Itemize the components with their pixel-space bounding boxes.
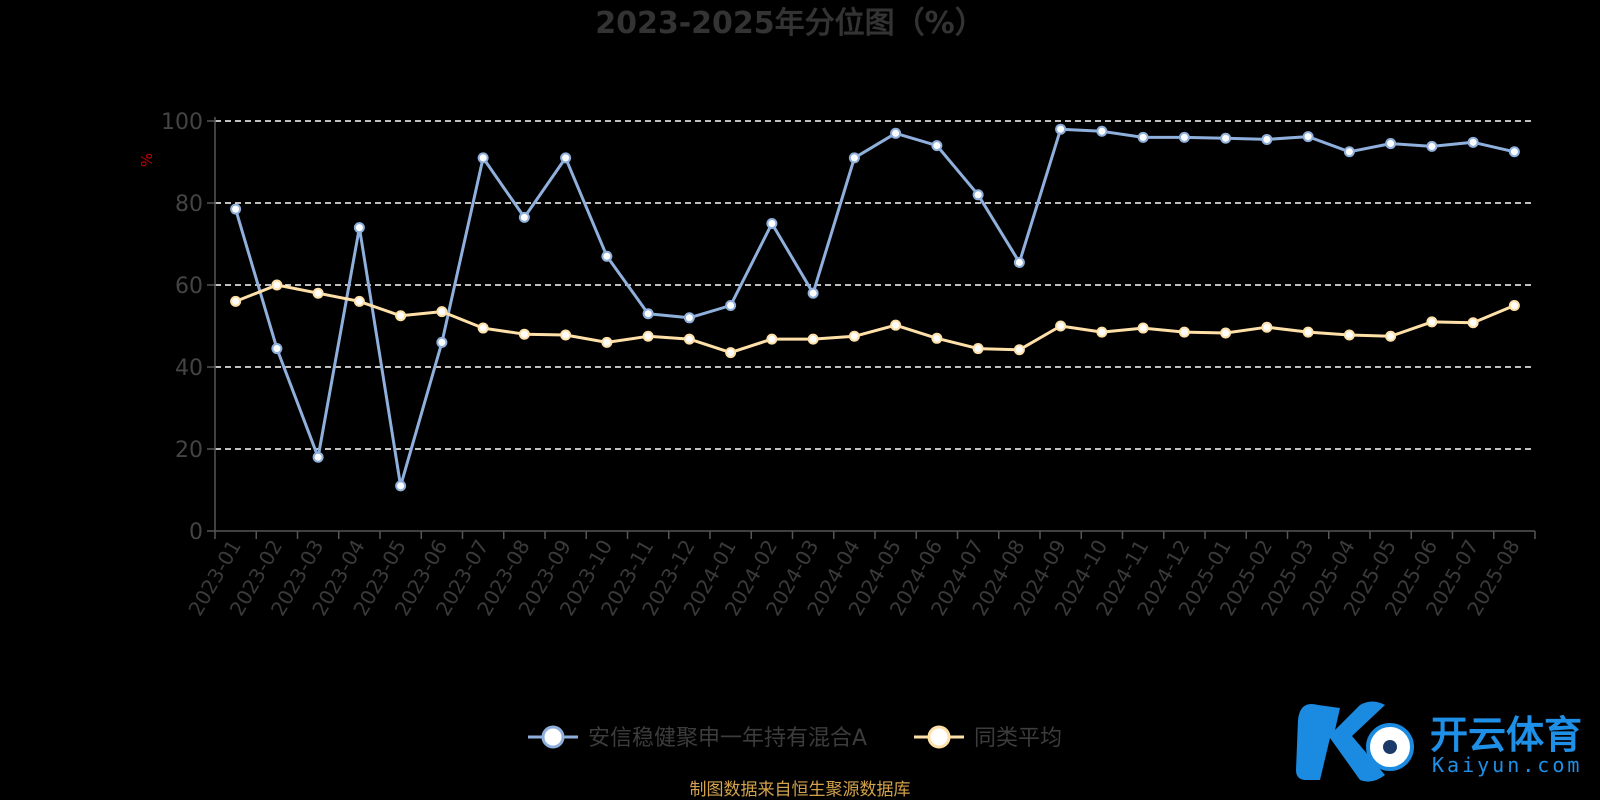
data-point[interactable] [395,480,407,492]
data-point[interactable] [1385,330,1397,342]
legend-label-fund: 安信稳健聚申一年持有混合A [588,726,867,751]
data-point[interactable] [807,333,819,345]
data-point[interactable] [518,328,530,340]
data-point[interactable] [848,152,860,164]
data-point[interactable] [436,336,448,348]
data-point[interactable] [972,343,984,355]
data-point[interactable] [1137,322,1149,334]
data-point[interactable] [518,211,530,223]
legend[interactable]: 安信稳健聚申一年持有混合A 同类平均 [528,725,1062,751]
data-point[interactable] [353,222,365,234]
series-line [235,283,1515,355]
data-point[interactable] [312,287,324,299]
data-point[interactable] [560,329,572,341]
data-point[interactable] [230,203,242,215]
data-point[interactable] [848,330,860,342]
data-point[interactable] [1178,131,1190,143]
x-ticks: 2023-012023-022023-032023-042023-052023-… [183,531,1536,620]
data-point[interactable] [1096,125,1108,137]
data-point[interactable] [683,312,695,324]
legend-item-average[interactable]: 同类平均 [914,725,1062,751]
axes [214,117,1535,532]
legend-marker [541,725,565,749]
data-point[interactable] [1096,326,1108,338]
legend-label-average: 同类平均 [974,726,1062,751]
y-tick-label: 80 [175,192,203,217]
data-point[interactable] [601,250,613,262]
y-axis-label: % [138,153,156,167]
data-point[interactable] [1302,131,1314,143]
data-point[interactable] [642,330,654,342]
data-point[interactable] [1467,136,1479,148]
data-point[interactable] [1508,300,1520,311]
chart-title: 2023-2025年分位图（%） [595,6,985,41]
y-tick-label: 0 [189,520,203,545]
data-point[interactable] [1426,316,1438,328]
data-point[interactable] [312,451,324,463]
data-point[interactable] [477,322,489,334]
logo-k-shape [1296,701,1385,782]
data-point[interactable] [1137,131,1149,143]
data-point[interactable] [1261,321,1273,333]
data-point[interactable] [353,295,365,307]
data-point[interactable] [1302,326,1314,338]
data-point[interactable] [1426,140,1438,152]
y-tick-label: 20 [175,438,203,463]
data-point[interactable] [436,306,448,318]
grid [215,120,1535,450]
data-point[interactable] [1055,320,1067,332]
y-tick-label: 40 [175,356,203,381]
data-point[interactable] [807,287,819,299]
data-point[interactable] [766,333,778,345]
soccer-ball-patch [1383,740,1397,754]
legend-marker [927,725,951,749]
data-point[interactable] [725,347,737,359]
data-point[interactable] [1220,132,1232,144]
data-point[interactable] [890,319,902,331]
data-point[interactable] [477,152,489,164]
data-point[interactable] [1055,123,1067,135]
watermark-logo: 开云体育 Kaiyun.com [1296,701,1582,782]
data-point[interactable] [931,332,943,344]
series-0 [230,123,1520,492]
y-tick-label: 60 [175,274,203,299]
data-point[interactable] [1220,327,1232,339]
series-1 [230,279,1520,359]
data-point[interactable] [1508,146,1520,158]
data-point[interactable] [1343,146,1355,158]
data-point[interactable] [1343,329,1355,341]
data-point[interactable] [1178,326,1190,338]
data-point[interactable] [1013,256,1025,268]
data-point[interactable] [601,336,613,348]
data-point[interactable] [642,308,654,320]
data-point[interactable] [725,300,737,311]
source-note: 制图数据来自恒生聚源数据库 [690,780,911,800]
data-point[interactable] [972,189,984,201]
data-point[interactable] [395,310,407,322]
data-point[interactable] [890,127,902,139]
data-point[interactable] [931,140,943,152]
data-point[interactable] [1467,317,1479,329]
data-point[interactable] [271,343,283,355]
data-point[interactable] [1261,133,1273,145]
data-point[interactable] [560,152,572,164]
data-point[interactable] [766,218,778,229]
y-ticks: 0 20 40 60 80 100 [161,110,215,545]
legend-item-fund[interactable]: 安信稳健聚申一年持有混合A [528,725,867,751]
data-point[interactable] [230,295,242,307]
data-point[interactable] [1385,138,1397,150]
brand-name-en: Kaiyun.com [1432,753,1582,777]
data-point[interactable] [1013,344,1025,356]
series-line [234,127,1515,488]
y-tick-label: 100 [161,110,203,135]
data-point[interactable] [683,333,695,345]
data-point[interactable] [271,279,283,291]
brand-name-cn: 开云体育 [1430,713,1582,757]
series [230,123,1520,492]
